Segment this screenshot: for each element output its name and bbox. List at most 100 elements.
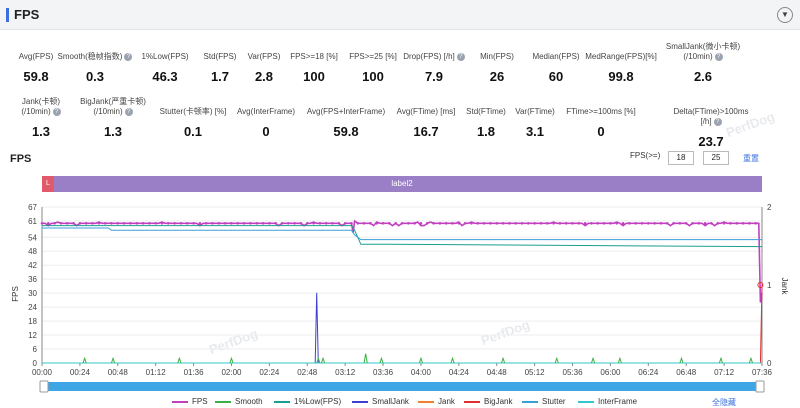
fps-point: [691, 221, 694, 225]
metric-label: Avg(FPS): [18, 52, 54, 61]
chart-legend: 全隐藏 FPS Smooth 1%Low(FPS) SmallJank Jank BigJ…: [0, 397, 800, 408]
fps-point: [78, 221, 82, 225]
section-title: FPS: [14, 7, 40, 22]
metric-label: FTime>=100ms [%]: [566, 107, 636, 116]
label-bar[interactable]: label2 L: [42, 176, 762, 192]
fps-point: [394, 221, 397, 225]
fps-point: [647, 221, 650, 225]
help-icon[interactable]: ?: [456, 52, 465, 61]
metric-r2-9: Delta(FTime)>100ms [/h]? 23.7: [671, 107, 751, 149]
fps-point: [261, 221, 265, 225]
fps-point: [223, 221, 227, 225]
fps-point: [552, 221, 555, 225]
metric-r2-4: Avg(FPS+InterFrame) 59.8: [306, 107, 386, 139]
legend-label: 1%Low(FPS): [294, 397, 342, 406]
legend-item-bigjank[interactable]: BigJank: [464, 397, 512, 406]
section-header: FPS ▼: [0, 0, 800, 30]
y2-tick-label: 2: [767, 203, 772, 212]
x-tick-label: 04:00: [411, 368, 432, 377]
metric-label: Var(FTime): [515, 107, 555, 116]
legend-item-jank[interactable]: Jank: [418, 397, 455, 406]
metric-r1-3: Std(FPS) 1.7: [180, 52, 260, 84]
fps-point: [729, 221, 732, 225]
metric-r1-9: Median(FPS) 60: [516, 52, 596, 84]
x-tick-label: 06:00: [600, 368, 621, 377]
series-line-smalljank: [42, 292, 762, 364]
y-tick-label: 61: [28, 217, 37, 226]
reset-button[interactable]: 重置: [743, 154, 759, 163]
fps-point: [242, 221, 246, 225]
fps-point: [710, 221, 713, 225]
fps-point: [735, 221, 739, 225]
smooth-spike: [177, 356, 182, 364]
fps-point: [356, 221, 360, 225]
help-icon[interactable]: ?: [124, 52, 133, 61]
fps-point: [533, 221, 536, 225]
fps-point: [748, 221, 751, 225]
help-icon[interactable]: ?: [52, 107, 61, 116]
y2-tick-label: 0: [767, 359, 772, 368]
series-line-fps: [42, 219, 763, 303]
legend-label: Smooth: [235, 397, 263, 406]
time-scrollbar[interactable]: [42, 382, 762, 391]
fps-point: [539, 221, 543, 225]
x-tick-label: 06:48: [676, 368, 697, 377]
chevron-down-icon[interactable]: ▼: [777, 7, 793, 23]
metric-value: 59.8: [333, 124, 359, 139]
label-marker[interactable]: L: [42, 176, 54, 192]
metric-label: Delta(FTime)>100ms [/h]?: [673, 107, 749, 126]
fps-point: [407, 221, 410, 225]
fps-point: [324, 221, 328, 225]
legend-item-smooth[interactable]: Smooth: [215, 397, 263, 406]
fps-threshold-2-input[interactable]: 25: [703, 151, 729, 165]
smooth-spike: [379, 356, 384, 364]
metric-value: 100: [362, 69, 384, 84]
fps-point: [514, 221, 517, 225]
scrollbar-right-handle[interactable]: [755, 380, 765, 393]
metric-value: 1.3: [103, 124, 123, 139]
fps-point: [84, 221, 88, 225]
fps-point: [722, 221, 726, 225]
metric-r2-3: Avg(InterFrame) 0: [226, 107, 306, 139]
metric-value: 2.6: [693, 69, 713, 84]
fps-point: [634, 221, 637, 225]
fps-point: [299, 221, 303, 225]
fps-point: [185, 221, 189, 225]
smooth-spike: [229, 356, 234, 364]
legend-item-1-low-fps-[interactable]: 1%Low(FPS): [274, 397, 341, 406]
metric-label: Smooth(稳帧指数)?: [55, 52, 135, 62]
smooth-spike: [111, 356, 116, 364]
legend-item-fps[interactable]: FPS: [172, 397, 208, 406]
fps-point: [141, 221, 145, 225]
fps-point: [684, 221, 688, 225]
fps-point: [457, 221, 461, 225]
x-tick-label: 02:48: [297, 368, 318, 377]
header-accent-bar: [6, 8, 9, 22]
x-tick-label: 02:00: [221, 368, 242, 377]
metric-label: Stutter(卡顿率) [%]: [159, 107, 227, 116]
metric-value: 59.8: [23, 69, 49, 84]
help-icon[interactable]: ?: [714, 52, 723, 61]
fps-point: [47, 221, 50, 225]
metric-label: Avg(InterFrame): [236, 107, 296, 116]
metric-r2-7: Var(FTime) 3.1: [495, 107, 575, 139]
fps-point: [116, 221, 120, 225]
hide-all-button[interactable]: 全隐藏: [712, 398, 736, 407]
legend-item-smalljank[interactable]: SmallJank: [352, 397, 409, 406]
fps-point: [293, 221, 296, 225]
legend-item-stutter[interactable]: Stutter: [522, 397, 566, 406]
metric-label: Var(FPS): [247, 52, 281, 61]
fps-threshold-1-input[interactable]: 18: [668, 151, 694, 165]
y-tick-label: 12: [28, 331, 37, 340]
scrollbar-left-handle[interactable]: [39, 380, 49, 393]
bigjank-point: [757, 282, 764, 288]
x-tick-label: 05:36: [563, 368, 584, 377]
help-icon[interactable]: ?: [124, 107, 133, 116]
fps-point: [167, 221, 170, 225]
metric-value: 3.1: [525, 124, 545, 139]
x-tick-label: 01:12: [146, 368, 167, 377]
help-icon[interactable]: ?: [713, 117, 722, 126]
fps-point: [501, 221, 505, 225]
legend-item-interframe[interactable]: InterFrame: [578, 397, 637, 406]
